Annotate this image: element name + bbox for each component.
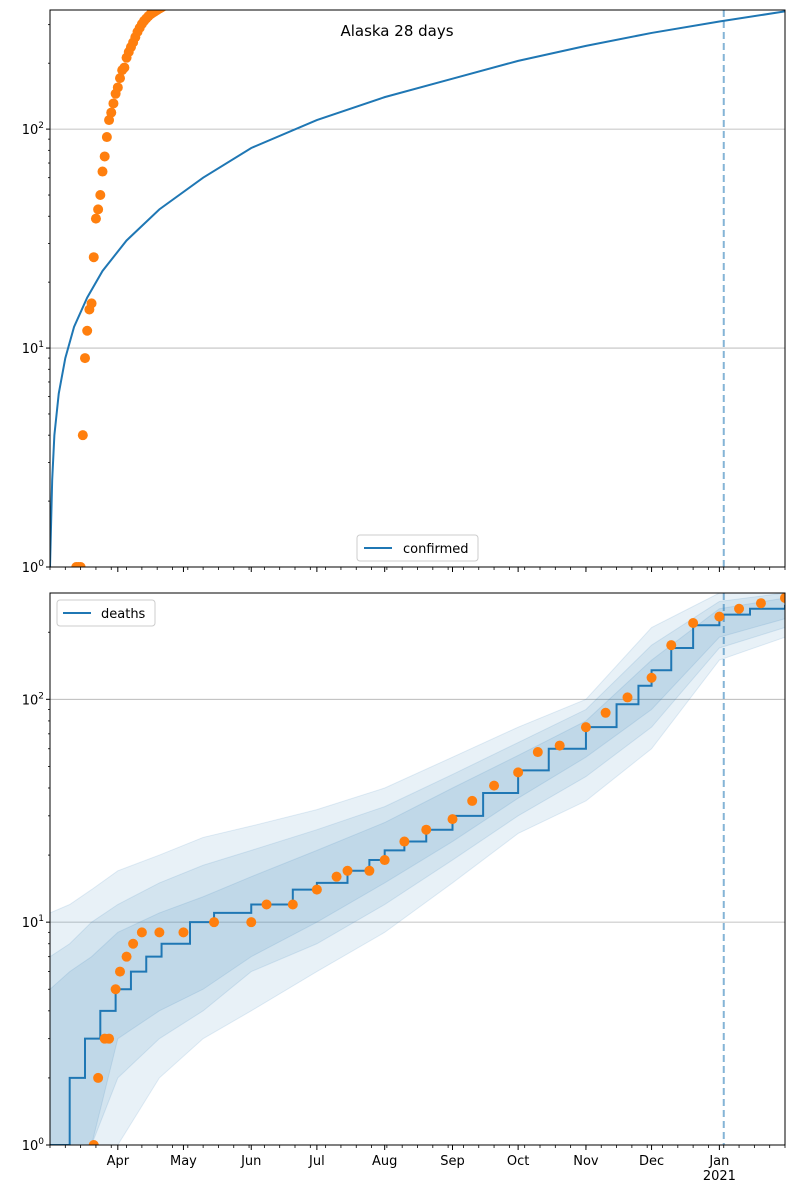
confirmed-gridlines bbox=[50, 128, 785, 349]
deaths-legend-box bbox=[56, 599, 156, 627]
top-observed-point-17 bbox=[108, 98, 119, 109]
bot-observed-point-11 bbox=[209, 917, 220, 928]
bot-observed-point-5 bbox=[115, 966, 125, 977]
bot-observed-point-7 bbox=[128, 938, 139, 949]
top-observed-point-19 bbox=[112, 82, 123, 93]
confirmed-legend-box bbox=[356, 534, 479, 562]
top-observed-point-10 bbox=[93, 204, 104, 215]
top-observed-point-8 bbox=[88, 252, 99, 263]
bot-confidence-band-1 bbox=[50, 593, 785, 1145]
bot-observed-point-13 bbox=[261, 899, 272, 910]
deaths-plot-layer bbox=[50, 593, 785, 1145]
top-observed-point-5 bbox=[82, 325, 93, 336]
bot-observed-point-35 bbox=[734, 603, 745, 614]
confirmed-chart-title: Alaska 28 days bbox=[340, 22, 453, 40]
top-observed-point-12 bbox=[97, 166, 108, 177]
confirmed-x-axis bbox=[49, 567, 786, 572]
top-observed-point-3 bbox=[77, 430, 88, 441]
bot-observed-point-21 bbox=[421, 824, 432, 835]
bot-observed-point-29 bbox=[600, 707, 611, 718]
bot-x-tick-label-4: Aug bbox=[372, 1154, 397, 1169]
bot-observed-point-12 bbox=[246, 917, 257, 928]
bot-observed-point-17 bbox=[342, 865, 353, 876]
confirmed-legend-label: confirmed bbox=[403, 542, 469, 557]
bot-observed-point-26 bbox=[532, 747, 543, 758]
bot-x-tick-label-9: Jan bbox=[708, 1154, 729, 1169]
deaths-gridlines bbox=[50, 698, 785, 923]
bot-observed-point-27 bbox=[554, 740, 565, 751]
bot-observed-point-24 bbox=[489, 780, 500, 791]
confirmed-plot-area bbox=[50, 10, 785, 567]
top-confirmed-line bbox=[50, 10, 785, 567]
bot-observed-point-1 bbox=[93, 1072, 104, 1083]
confirmed-plot-layer bbox=[50, 10, 785, 567]
top-observed-point-2 bbox=[75, 562, 86, 567]
top-observed-point-11 bbox=[95, 190, 106, 201]
bot-x-tick-label-5: Sep bbox=[440, 1154, 465, 1169]
bot-observed-point-9 bbox=[154, 927, 165, 938]
bot-x-tick-label-8: Dec bbox=[639, 1154, 664, 1169]
top-observed-point-20 bbox=[115, 73, 125, 84]
bot-confidence-band-0 bbox=[50, 593, 785, 1145]
bot-observed-point-32 bbox=[666, 640, 677, 651]
top-observed-point-4 bbox=[80, 353, 90, 364]
bot-observed-point-14 bbox=[287, 899, 298, 910]
bot-observed-point-0 bbox=[88, 1140, 99, 1145]
bot-observed-point-33 bbox=[688, 618, 699, 629]
bot-observed-point-20 bbox=[399, 836, 410, 847]
top-observed-point-22 bbox=[119, 62, 130, 73]
bot-x-tick-label-1: May bbox=[170, 1154, 197, 1169]
bot-observed-point-18 bbox=[364, 865, 375, 876]
deaths-legend-label: deaths bbox=[101, 607, 146, 622]
bot-confidence-band-2 bbox=[50, 597, 785, 1145]
bot-x-tick-label-2: Jun bbox=[240, 1154, 261, 1169]
bot-observed-point-23 bbox=[467, 795, 478, 806]
bot-observed-point-19 bbox=[379, 855, 390, 866]
bot-observed-point-22 bbox=[447, 814, 458, 825]
bot-observed-point-36 bbox=[755, 598, 766, 609]
bot-observed-point-15 bbox=[311, 884, 322, 895]
bot-observed-point-16 bbox=[331, 871, 342, 882]
top-observed-point-14 bbox=[101, 132, 112, 143]
bot-x-tick-label-0: Apr bbox=[107, 1154, 130, 1169]
bot-observed-point-10 bbox=[178, 927, 189, 938]
confirmed-legend: confirmed bbox=[356, 534, 479, 562]
bot-x-year-label: 2021 bbox=[703, 1169, 736, 1184]
bot-x-tick-label-3: Jul bbox=[308, 1154, 325, 1169]
bot-observed-point-4 bbox=[110, 984, 121, 995]
bot-observed-point-31 bbox=[646, 672, 657, 683]
deaths-plot-area bbox=[50, 593, 785, 1145]
bot-observed-point-30 bbox=[622, 692, 633, 703]
top-observed-point-9 bbox=[90, 213, 101, 224]
top-observed-point-16 bbox=[106, 107, 117, 118]
bot-x-tick-label-7: Nov bbox=[573, 1154, 599, 1169]
bot-x-tick-label-6: Oct bbox=[507, 1154, 529, 1169]
bot-observed-point-37 bbox=[780, 593, 785, 603]
bot-observed-point-6 bbox=[121, 951, 132, 962]
bot-observed-point-8 bbox=[136, 927, 147, 938]
bot-observed-point-25 bbox=[513, 767, 524, 778]
top-observed-point-7 bbox=[86, 298, 97, 309]
bot-deaths-line bbox=[50, 605, 785, 1145]
top-observed-point-13 bbox=[99, 151, 110, 162]
bot-observed-point-28 bbox=[580, 722, 591, 733]
bot-observed-point-3 bbox=[104, 1033, 115, 1044]
deaths-legend: deaths bbox=[56, 599, 156, 627]
bot-observed-point-34 bbox=[714, 611, 725, 622]
